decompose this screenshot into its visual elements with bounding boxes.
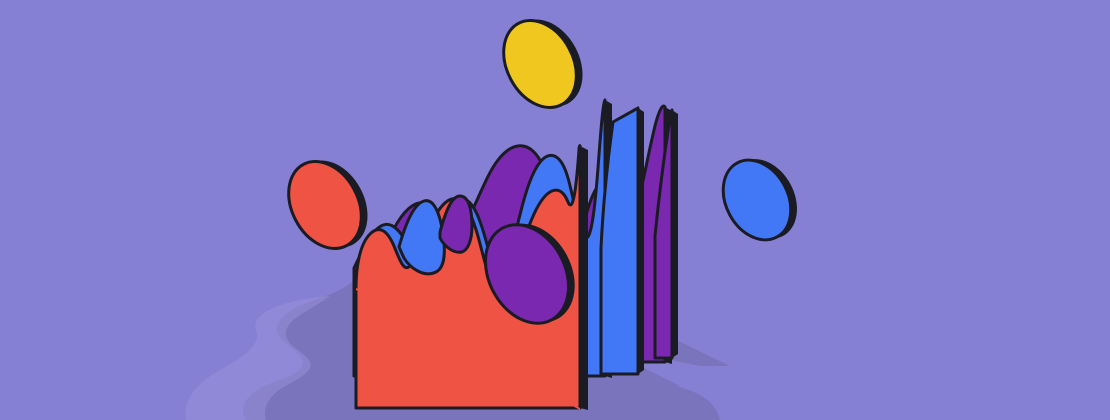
coin-yellow (502, 19, 583, 109)
plane-edge-red (580, 146, 588, 410)
ground-shadow-soft (185, 296, 330, 420)
bar-edge-blue (638, 108, 644, 374)
bar-face-blue (599, 106, 640, 376)
coin-purple (484, 223, 575, 325)
coin-blue-face (721, 158, 793, 242)
coin-blue (721, 158, 797, 242)
ridge-lobe-purple-left (438, 194, 474, 254)
coin-red (287, 160, 368, 250)
coin-yellow-face (502, 19, 578, 109)
bar-face-purple (653, 108, 674, 360)
bar-cast-shadow-red (586, 374, 656, 408)
plane-baseline-red (356, 288, 580, 410)
bar-edge-purple (672, 110, 678, 358)
series-plane-front-red (354, 144, 588, 410)
standing-bars-group (599, 106, 678, 376)
coin-purple-face (484, 223, 570, 325)
coin-red-face (287, 160, 363, 250)
